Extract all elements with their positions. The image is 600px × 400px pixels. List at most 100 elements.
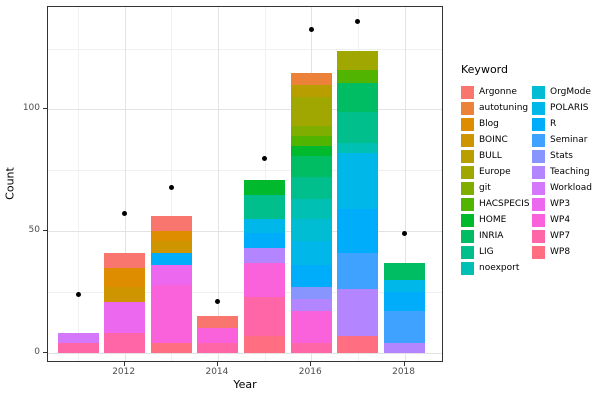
gridline-y-major (48, 352, 442, 354)
legend-item-label: HACSPECIS (479, 199, 530, 209)
legend-swatch (461, 245, 474, 259)
legend-item: Stats (532, 148, 592, 164)
legend-item: R (532, 116, 592, 132)
bar-segment-teaching (337, 289, 379, 336)
legend-item: BOINC (461, 132, 532, 148)
legend-item-label: Europe (479, 167, 511, 177)
bar-segment-blog (150, 231, 192, 241)
bar-segment-lig (290, 177, 332, 200)
legend-item-label: autotuning (479, 103, 529, 113)
legend-item-label: Workload (550, 183, 593, 193)
legend-swatch (461, 85, 474, 99)
legend-swatch (532, 245, 545, 259)
legend-item-label: BULL (479, 151, 502, 161)
legend-item: Teaching (532, 164, 592, 180)
x-tick-label: 2016 (298, 367, 322, 377)
legend-item: noexport (461, 260, 532, 276)
bar-segment-boinc (104, 286, 146, 302)
x-tick-label: 2014 (205, 367, 229, 377)
bar-segment-wp8 (244, 335, 286, 353)
legend-column-2: OrgMode POLARIS R Seminar Stats Teaching Workl… (532, 84, 592, 260)
legend-swatch (461, 165, 474, 179)
bar-segment-lig (244, 194, 286, 219)
legend-item: POLARIS (532, 100, 592, 116)
legend-swatch (461, 197, 474, 211)
bar-segment-polaris (337, 153, 379, 210)
bar-segment-teaching (384, 342, 426, 353)
bar-segment-wp3 (104, 301, 146, 334)
legend-swatch (532, 213, 545, 227)
legend-item-label: Seminar (550, 135, 588, 145)
data-point-dot (215, 299, 221, 305)
legend-swatch (532, 149, 545, 163)
x-axis-tick (123, 362, 125, 366)
legend-item-label: Stats (550, 151, 573, 161)
legend-item: Seminar (532, 132, 592, 148)
legend-item: WP3 (532, 196, 592, 212)
legend-column-1: Argonne autotuning Blog BOINC BULL Europe git H… (461, 84, 532, 276)
bar-segment-wp3 (150, 265, 192, 285)
legend-item-label: POLARIS (550, 103, 589, 113)
bar-segment-r (244, 233, 286, 249)
legend-item-label: git (479, 183, 491, 193)
bar-segment-wp4 (290, 311, 332, 343)
legend-swatch (532, 117, 545, 131)
bar-segment-wp4 (150, 284, 192, 343)
gridline-y-minor (48, 48, 442, 50)
data-point-dot (308, 26, 314, 32)
legend-item-label: WP4 (550, 215, 571, 225)
legend-item-label: HOME (479, 215, 507, 225)
y-tick-label: 50 (28, 225, 40, 236)
x-axis-tick (216, 362, 218, 366)
bar-segment-argonne (150, 216, 192, 231)
legend-item-label: INRIA (479, 231, 504, 241)
data-point-dot (122, 211, 128, 217)
legend-swatch (461, 261, 474, 275)
legend-item-label: noexport (479, 263, 520, 273)
x-tick-label: 2018 (392, 367, 415, 377)
bar-segment-wp8 (150, 342, 192, 353)
bar-segment-home (290, 145, 332, 156)
bar-segment-wp4 (197, 328, 239, 343)
gridline-x-major (124, 7, 126, 361)
bar-segment-wp4 (244, 262, 286, 297)
legend-item-label: WP3 (550, 199, 571, 209)
bar-segment-wp7 (197, 342, 239, 353)
legend-swatch (461, 213, 474, 227)
legend-swatch (532, 101, 545, 115)
y-axis-tick (43, 351, 47, 353)
legend-item-label: WP7 (550, 231, 571, 241)
legend-item-label: Blog (479, 119, 499, 129)
legend-item-label: Argonne (479, 87, 517, 97)
bar-segment-inria (290, 155, 332, 178)
gridline-y-major (48, 109, 442, 111)
bar-segment-hacspecis (290, 136, 332, 146)
bar-segment-wp8 (337, 335, 379, 353)
legend-item: Workload (532, 180, 592, 196)
legend-swatch (461, 149, 474, 163)
bar-segment-teaching (290, 299, 332, 312)
legend-item: WP4 (532, 212, 592, 228)
legend-swatch (532, 229, 545, 243)
bar-segment-blog (104, 267, 146, 287)
legend-item-label: LIG (479, 247, 494, 257)
data-point-dot (168, 184, 174, 190)
bar-segment-seminar (337, 252, 379, 290)
bar-segment-wp7 (104, 333, 146, 353)
legend: Keyword Argonne autotuning Blog BOINC BULL Eu… (461, 63, 592, 276)
bar-segment-lig (337, 111, 379, 144)
legend-item: WP7 (532, 228, 592, 244)
bar-segment-orgmode (290, 218, 332, 241)
legend-item-label: R (550, 119, 557, 129)
bar-segment-europe (290, 97, 332, 127)
data-point-dot (402, 230, 408, 236)
bar-segment-r (150, 252, 192, 266)
legend-item: INRIA (461, 228, 532, 244)
legend-item-label: BOINC (479, 135, 508, 145)
legend-swatch (461, 181, 474, 195)
legend-swatch (532, 197, 545, 211)
bar-segment-home (244, 179, 286, 195)
legend-item: autotuning (461, 100, 532, 116)
bar-segment-seminar (384, 311, 426, 343)
